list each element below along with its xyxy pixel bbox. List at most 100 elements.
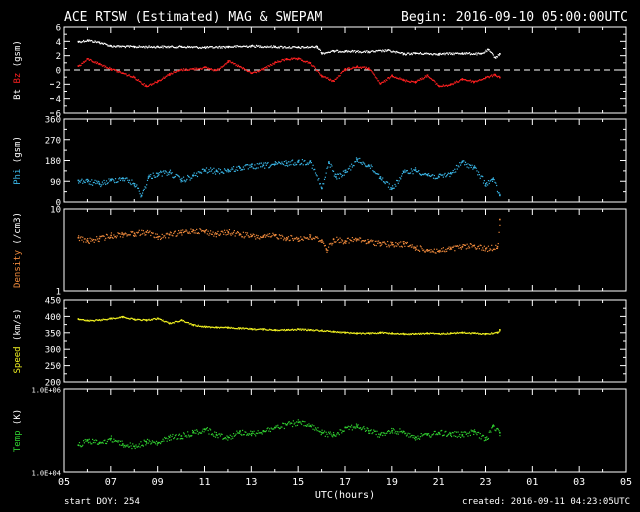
data-point-density xyxy=(209,232,211,234)
data-point-temp xyxy=(231,435,233,437)
data-point-phi xyxy=(151,177,154,180)
data-point-temp xyxy=(450,434,452,437)
data-point-density xyxy=(413,247,415,249)
data-point-bz xyxy=(230,61,232,64)
data-point-bt xyxy=(139,46,141,48)
data-point-bz xyxy=(450,83,453,85)
data-point-phi xyxy=(110,178,113,180)
data-point-density xyxy=(308,238,310,240)
data-point-phi xyxy=(297,161,300,163)
data-point-density xyxy=(430,249,432,251)
data-point-bt xyxy=(409,54,411,56)
data-point-temp xyxy=(199,431,201,434)
data-point-temp xyxy=(283,427,285,430)
y-tick-label: 10 xyxy=(50,206,61,216)
data-point-bt xyxy=(462,53,464,55)
data-point-temp xyxy=(383,432,385,434)
data-point-density xyxy=(478,245,480,247)
data-point-bt xyxy=(426,53,428,55)
data-point-temp xyxy=(461,434,464,436)
data-point-bz xyxy=(86,58,88,60)
data-point-phi xyxy=(270,164,272,166)
data-point-temp xyxy=(182,432,185,434)
data-point-speed xyxy=(259,328,262,330)
data-point-temp xyxy=(205,428,208,430)
data-point-temp xyxy=(476,434,478,436)
data-point-bz xyxy=(207,67,209,69)
data-point-temp xyxy=(320,433,322,436)
data-point-speed xyxy=(235,328,237,330)
data-point-bz xyxy=(355,66,358,69)
data-point-speed xyxy=(385,332,387,334)
data-point-density xyxy=(268,235,270,238)
data-point-speed xyxy=(187,321,190,324)
data-point-density xyxy=(200,229,202,231)
data-point-phi xyxy=(418,170,420,172)
data-point-density xyxy=(423,249,425,251)
data-point-bz xyxy=(426,74,429,77)
data-point-temp xyxy=(123,446,125,448)
data-point-phi xyxy=(364,165,367,167)
data-point-temp xyxy=(163,440,165,442)
data-point-bz xyxy=(385,79,387,81)
data-point-density xyxy=(311,238,313,241)
data-point-bz xyxy=(490,75,492,77)
data-point-bz xyxy=(118,71,120,73)
data-point-bz xyxy=(175,71,177,73)
data-point-speed xyxy=(437,333,439,335)
data-point-speed xyxy=(132,318,135,320)
data-point-temp xyxy=(483,440,485,442)
data-point-bz xyxy=(414,80,417,83)
data-point-bz xyxy=(294,57,296,59)
data-point-bz xyxy=(284,58,286,60)
data-point-temp xyxy=(239,430,241,433)
data-point-speed xyxy=(150,318,153,321)
data-point-density xyxy=(320,241,322,243)
data-point-phi xyxy=(384,182,386,185)
data-point-bz xyxy=(338,75,340,77)
data-point-bt xyxy=(168,45,170,48)
data-point-speed xyxy=(199,325,201,328)
data-point-temp xyxy=(100,442,103,444)
data-point-bt xyxy=(340,51,342,53)
data-point-bt xyxy=(244,45,246,47)
data-point-bt xyxy=(405,54,407,56)
data-point-density xyxy=(409,244,412,246)
data-point-speed xyxy=(480,333,482,336)
data-point-bz xyxy=(436,82,438,85)
data-point-bz xyxy=(429,77,431,79)
data-point-bt xyxy=(387,49,390,51)
data-point-bz xyxy=(124,73,126,75)
data-point-bz xyxy=(483,77,485,80)
data-point-phi xyxy=(409,172,412,174)
data-point-bt xyxy=(466,53,468,55)
data-point-temp xyxy=(177,438,179,440)
data-point-temp xyxy=(241,434,243,436)
data-point-phi xyxy=(174,175,176,178)
data-point-phi xyxy=(374,172,376,174)
data-point-bz xyxy=(209,68,211,70)
data-point-temp xyxy=(140,441,142,443)
data-point-speed xyxy=(125,317,127,319)
data-point-bt xyxy=(447,53,449,56)
data-point-density xyxy=(378,240,380,242)
data-point-phi xyxy=(356,158,358,161)
data-point-speed xyxy=(445,333,447,335)
data-point-phi xyxy=(104,182,106,184)
data-point-speed xyxy=(305,328,307,330)
data-point-bz xyxy=(307,62,309,64)
data-point-temp xyxy=(341,430,344,432)
data-point-bt xyxy=(435,54,437,56)
data-point-bt xyxy=(206,45,208,48)
data-point-density xyxy=(476,247,478,250)
data-point-bt xyxy=(176,46,178,48)
data-point-bt xyxy=(499,53,501,55)
data-point-bt xyxy=(417,52,419,55)
data-point-phi xyxy=(138,190,140,192)
data-point-bt xyxy=(219,47,222,49)
data-point-temp xyxy=(433,430,435,433)
data-point-density xyxy=(474,247,476,249)
data-point-temp xyxy=(363,425,365,428)
data-point-bt xyxy=(237,46,240,48)
data-point-bt xyxy=(290,47,292,49)
